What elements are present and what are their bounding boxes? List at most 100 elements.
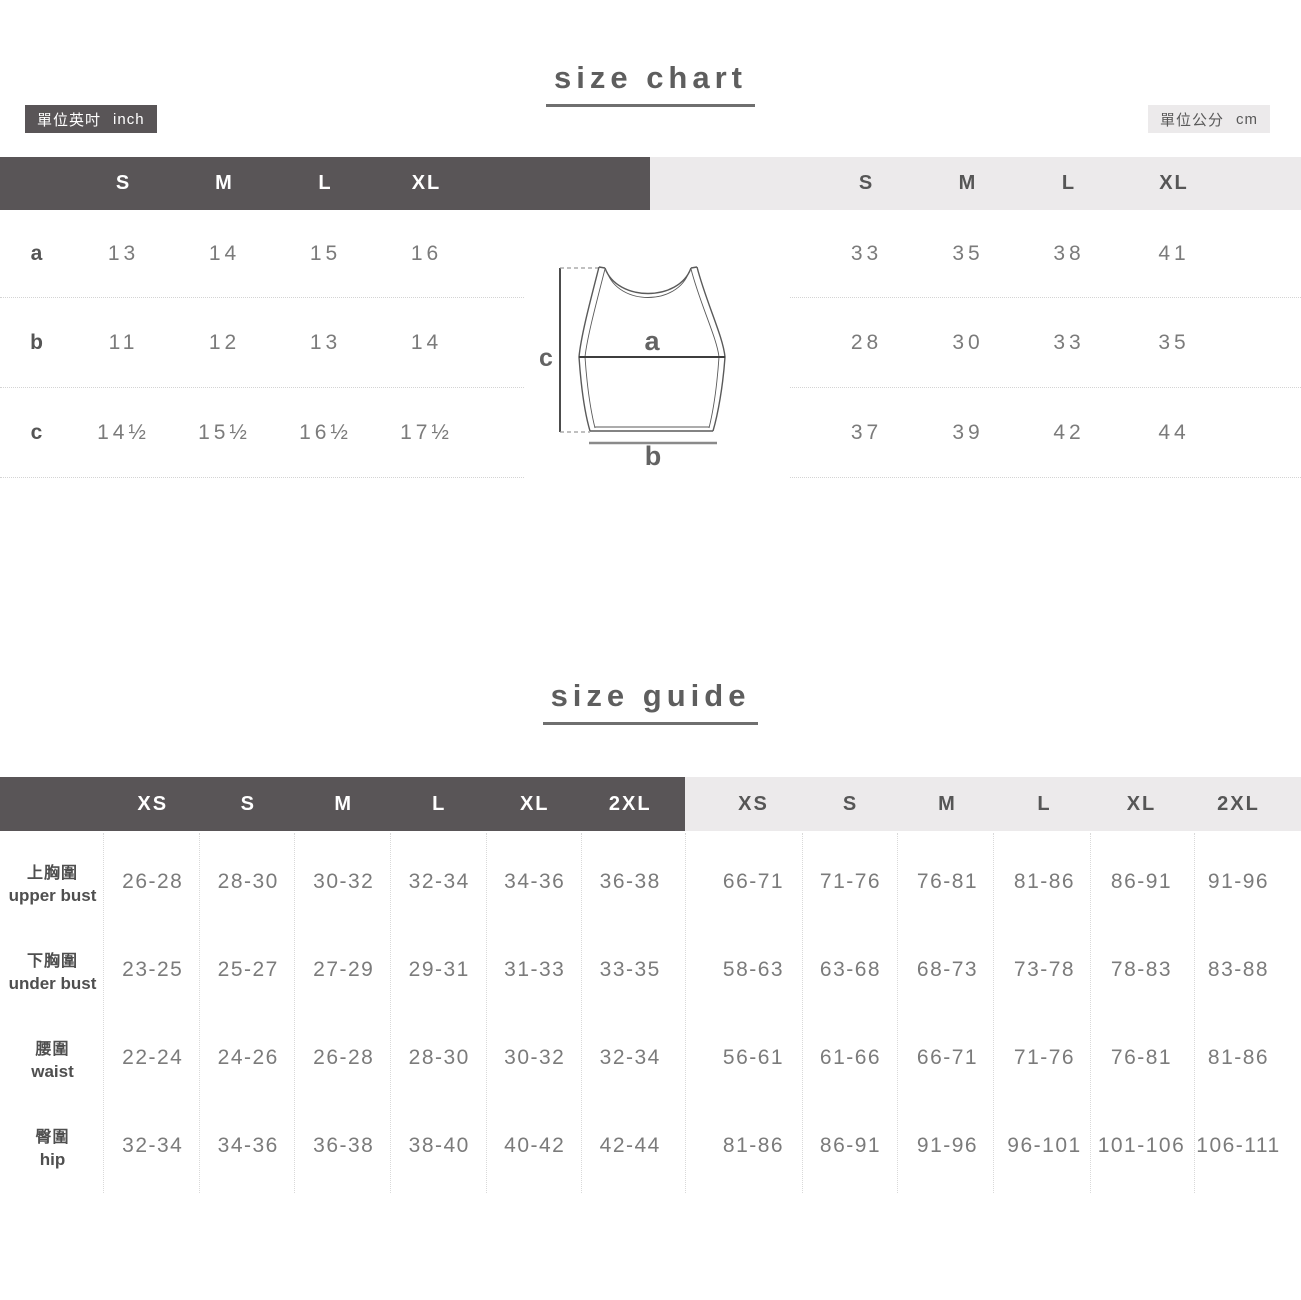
value-cell: 91-96 [916, 1134, 979, 1157]
row-label-en: waist [31, 1061, 74, 1081]
value-cell: 42-44 [599, 1134, 661, 1157]
cm-row-a: 33 35 38 41 [790, 210, 1301, 298]
row-label-en: upper bust [8, 885, 97, 905]
column-divider [1090, 833, 1091, 1193]
value-cell: 38 [1053, 241, 1085, 265]
inch-row-c: c 14½ 15½ 16½ 17½ [0, 388, 524, 478]
row-label: 腰圍 waist [0, 1035, 105, 1082]
value-cell: 28-30 [408, 1046, 470, 1069]
value-cell: 13 [107, 241, 140, 265]
value-cell: 41 [1158, 241, 1190, 265]
guide-inch-header-bar: XS S M L XL 2XL [0, 777, 685, 831]
value-cell: 26-28 [313, 1046, 375, 1069]
value-cell: 15½ [198, 420, 251, 444]
row-label-zh: 腰圍 [35, 1040, 70, 1058]
unit-inch-zh: 單位英吋 [37, 111, 102, 129]
value-cell: 23-25 [122, 958, 184, 981]
size-header: L [1037, 792, 1052, 815]
value-cell: 42 [1053, 420, 1085, 444]
value-cell: 14 [410, 330, 443, 354]
value-cell: 16½ [299, 420, 352, 444]
row-label: 臀圍 hip [0, 1123, 105, 1170]
value-cell: 14 [208, 241, 241, 265]
inch-row-b: b 11 12 13 14 [0, 298, 524, 388]
value-cell: 71-76 [819, 870, 882, 893]
value-cell: 68-73 [916, 958, 979, 981]
column-divider [486, 833, 487, 1193]
value-cell: 15 [309, 241, 342, 265]
value-cell: 26-28 [122, 870, 184, 893]
unit-cm-zh: 單位公分 [1159, 111, 1224, 129]
size-header: XS [137, 792, 169, 815]
value-cell: 78-83 [1110, 958, 1173, 981]
value-cell: 28-30 [217, 870, 279, 893]
row-label-zh: 下胸圍 [26, 952, 78, 970]
value-cell: 36-38 [313, 1134, 375, 1157]
cm-row-b: 28 30 33 35 [790, 298, 1301, 388]
guide-row-under-bust-cm: 58-63 63-68 68-73 73-78 78-83 83-88 [705, 926, 1287, 1014]
value-cell: 34-36 [504, 870, 566, 893]
value-cell: 81-86 [1013, 870, 1076, 893]
value-cell: 24-26 [217, 1046, 279, 1069]
row-label: 下胸圍 under bust [0, 947, 105, 994]
value-cell: 58-63 [722, 958, 785, 981]
value-cell: 27-29 [313, 958, 375, 981]
unit-inch-en: inch [113, 110, 145, 128]
value-cell: 40-42 [504, 1134, 566, 1157]
value-cell: 28 [850, 330, 883, 354]
value-cell: 76-81 [1110, 1046, 1173, 1069]
value-cell: 56-61 [722, 1046, 785, 1069]
row-label-zh: 臀圍 [35, 1128, 70, 1146]
column-divider [199, 833, 200, 1193]
column-divider [390, 833, 391, 1193]
row-label-en: under bust [8, 973, 97, 993]
size-guide-title: size guide [542, 678, 759, 725]
value-cell: 34-36 [217, 1134, 279, 1157]
diagram-label-c: c [539, 344, 553, 372]
value-cell: 63-68 [819, 958, 882, 981]
size-header: S [240, 792, 256, 815]
value-cell: 83-88 [1207, 958, 1270, 981]
row-label: 上胸圍 upper bust [0, 859, 105, 906]
value-cell: 86-91 [1110, 870, 1173, 893]
value-cell: 35 [952, 241, 984, 265]
value-cell: 76-81 [916, 870, 979, 893]
value-cell: 32-34 [408, 870, 470, 893]
value-cell: 37 [850, 420, 883, 444]
value-cell: 30 [952, 330, 984, 354]
value-cell: 33 [850, 241, 883, 265]
value-cell: 29-31 [408, 958, 470, 981]
value-cell: 30-32 [504, 1046, 566, 1069]
value-cell: 39 [952, 420, 984, 444]
column-divider [1194, 833, 1195, 1193]
size-header: M [938, 792, 957, 815]
value-cell: 13 [309, 330, 342, 354]
size-header: XL [1126, 792, 1157, 815]
column-divider [294, 833, 295, 1193]
value-cell: 106-111 [1196, 1134, 1281, 1157]
garment-diagram: a b c [539, 266, 726, 469]
size-header: 2XL [608, 792, 652, 815]
value-cell: 66-71 [916, 1046, 979, 1069]
value-cell: 30-32 [313, 870, 375, 893]
value-cell: 11 [108, 330, 139, 354]
value-cell: 73-78 [1013, 958, 1076, 981]
value-cell: 96-101 [1007, 1134, 1082, 1157]
value-cell: 38-40 [408, 1134, 470, 1157]
value-cell: 16 [410, 241, 443, 265]
cm-header-bar: S M L XL [650, 157, 1301, 210]
value-cell: 12 [208, 330, 241, 354]
size-header: M [334, 792, 354, 815]
size-header: XL [519, 792, 550, 815]
size-header: M [215, 172, 234, 194]
column-divider [685, 833, 686, 1193]
value-cell: 25-27 [217, 958, 279, 981]
value-cell: 33-35 [599, 958, 661, 981]
size-header: 2XL [1217, 792, 1260, 815]
row-label-zh: 上胸圍 [26, 864, 78, 882]
value-cell: 61-66 [819, 1046, 882, 1069]
value-cell: 91-96 [1207, 870, 1270, 893]
size-header: L [1061, 172, 1077, 194]
size-header: S [842, 792, 859, 815]
